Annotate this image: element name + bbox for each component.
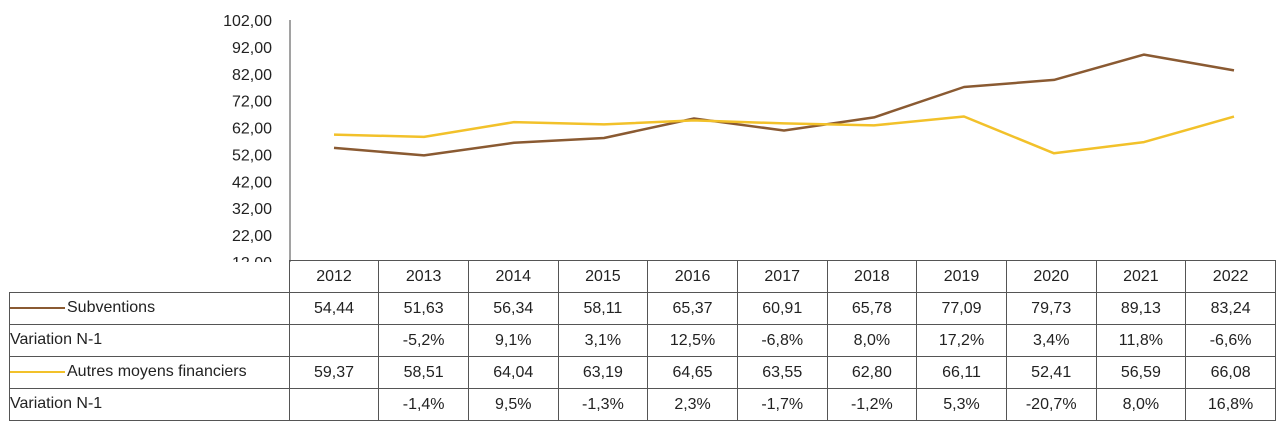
table-cell: 60,91 (737, 293, 827, 325)
table-cell: 59,37 (289, 357, 379, 389)
table-cell: 64,65 (648, 357, 738, 389)
y-tick-label: 22,00 (232, 228, 272, 245)
table-cell: 66,08 (1186, 357, 1276, 389)
table-cell: 65,37 (648, 293, 738, 325)
table-cell: 62,80 (827, 357, 917, 389)
y-tick-label: 42,00 (232, 174, 272, 191)
table-cell: 5,3% (917, 389, 1007, 421)
table-cell: 16,8% (1186, 389, 1276, 421)
table-cell: -1,4% (379, 389, 469, 421)
table-cell: 77,09 (917, 293, 1007, 325)
table-row: Subventions 54,44 51,63 56,34 58,11 65,37 60,9… (10, 293, 1276, 325)
table-cell: -5,2% (379, 325, 469, 357)
series-lines (334, 55, 1234, 156)
year-header: 2013 (379, 261, 469, 293)
table-header-row: 2012 2013 2014 2015 2016 2017 2018 2019 2020 2021… (10, 261, 1276, 293)
table-cell: 8,0% (1096, 389, 1186, 421)
table-cell: 63,55 (737, 357, 827, 389)
row-label-text: Autres moyens financiers (67, 363, 247, 381)
table-cell: 83,24 (1186, 293, 1276, 325)
row-label-text: Subventions (67, 299, 155, 317)
table-cell: -6,6% (1186, 325, 1276, 357)
table-cell: 17,2% (917, 325, 1007, 357)
series-line-autres (334, 117, 1234, 154)
table-cell: -1,2% (827, 389, 917, 421)
row-label-text: Variation N-1 (10, 395, 102, 413)
line-chart: 102,00 92,00 82,00 72,00 62,00 52,00 42,00 32,0… (0, 0, 1276, 262)
table-cell: 3,4% (1006, 325, 1096, 357)
year-header: 2021 (1096, 261, 1186, 293)
table-cell (289, 389, 379, 421)
row-label: Autres moyens financiers (10, 357, 290, 389)
table-cell (289, 325, 379, 357)
y-tick-label: 92,00 (232, 40, 272, 57)
table-cell: 58,51 (379, 357, 469, 389)
year-header: 2017 (737, 261, 827, 293)
table-cell: 65,78 (827, 293, 917, 325)
table-row: Variation N-1 -1,4% 9,5% -1,3% 2,3% -1,7% -1,2… (10, 389, 1276, 421)
table-cell: 56,34 (468, 293, 558, 325)
year-header: 2018 (827, 261, 917, 293)
data-table: 2012 2013 2014 2015 2016 2017 2018 2019 2020 2021… (9, 260, 1276, 421)
table-cell: -1,7% (737, 389, 827, 421)
year-header: 2022 (1186, 261, 1276, 293)
table-cell: 79,73 (1006, 293, 1096, 325)
y-tick-label: 82,00 (232, 67, 272, 84)
table-cell: 54,44 (289, 293, 379, 325)
year-header: 2020 (1006, 261, 1096, 293)
row-label: Subventions (10, 293, 290, 325)
table-cell: 8,0% (827, 325, 917, 357)
y-tick-label: 102,00 (223, 13, 272, 30)
table-cell: 2,3% (648, 389, 738, 421)
table-cell: 56,59 (1096, 357, 1186, 389)
table-cell: 51,63 (379, 293, 469, 325)
table-cell: 12,5% (648, 325, 738, 357)
table-cell: 64,04 (468, 357, 558, 389)
year-header: 2012 (289, 261, 379, 293)
table-cell: 9,1% (468, 325, 558, 357)
table-cell: 58,11 (558, 293, 648, 325)
table-cell: 66,11 (917, 357, 1007, 389)
table-cell: 63,19 (558, 357, 648, 389)
table-cell: 89,13 (1096, 293, 1186, 325)
y-tick-label: 32,00 (232, 201, 272, 218)
y-tick-label: 62,00 (232, 121, 272, 138)
series-line-subventions (334, 55, 1234, 156)
table-cell: 9,5% (468, 389, 558, 421)
table-cell: -20,7% (1006, 389, 1096, 421)
year-header: 2015 (558, 261, 648, 293)
table-cell: -6,8% (737, 325, 827, 357)
table-cell: 11,8% (1096, 325, 1186, 357)
row-label: Variation N-1 (10, 325, 290, 357)
year-header: 2019 (917, 261, 1007, 293)
year-header: 2016 (648, 261, 738, 293)
legend-swatch (10, 371, 65, 373)
y-tick-label: 52,00 (232, 147, 272, 164)
row-label: Variation N-1 (10, 389, 290, 421)
table-corner (10, 261, 290, 293)
table-row: Autres moyens financiers 59,37 58,51 64,04 6… (10, 357, 1276, 389)
year-header: 2014 (468, 261, 558, 293)
y-axis-ticks: 102,00 92,00 82,00 72,00 62,00 52,00 42,00 32,0… (223, 13, 272, 262)
table-row: Variation N-1 -5,2% 9,1% 3,1% 12,5% -6,8% 8,0%… (10, 325, 1276, 357)
table-cell: -1,3% (558, 389, 648, 421)
table-cell: 3,1% (558, 325, 648, 357)
table-cell: 52,41 (1006, 357, 1096, 389)
row-label-text: Variation N-1 (10, 331, 102, 349)
y-tick-label: 72,00 (232, 94, 272, 111)
legend-swatch (10, 307, 65, 309)
